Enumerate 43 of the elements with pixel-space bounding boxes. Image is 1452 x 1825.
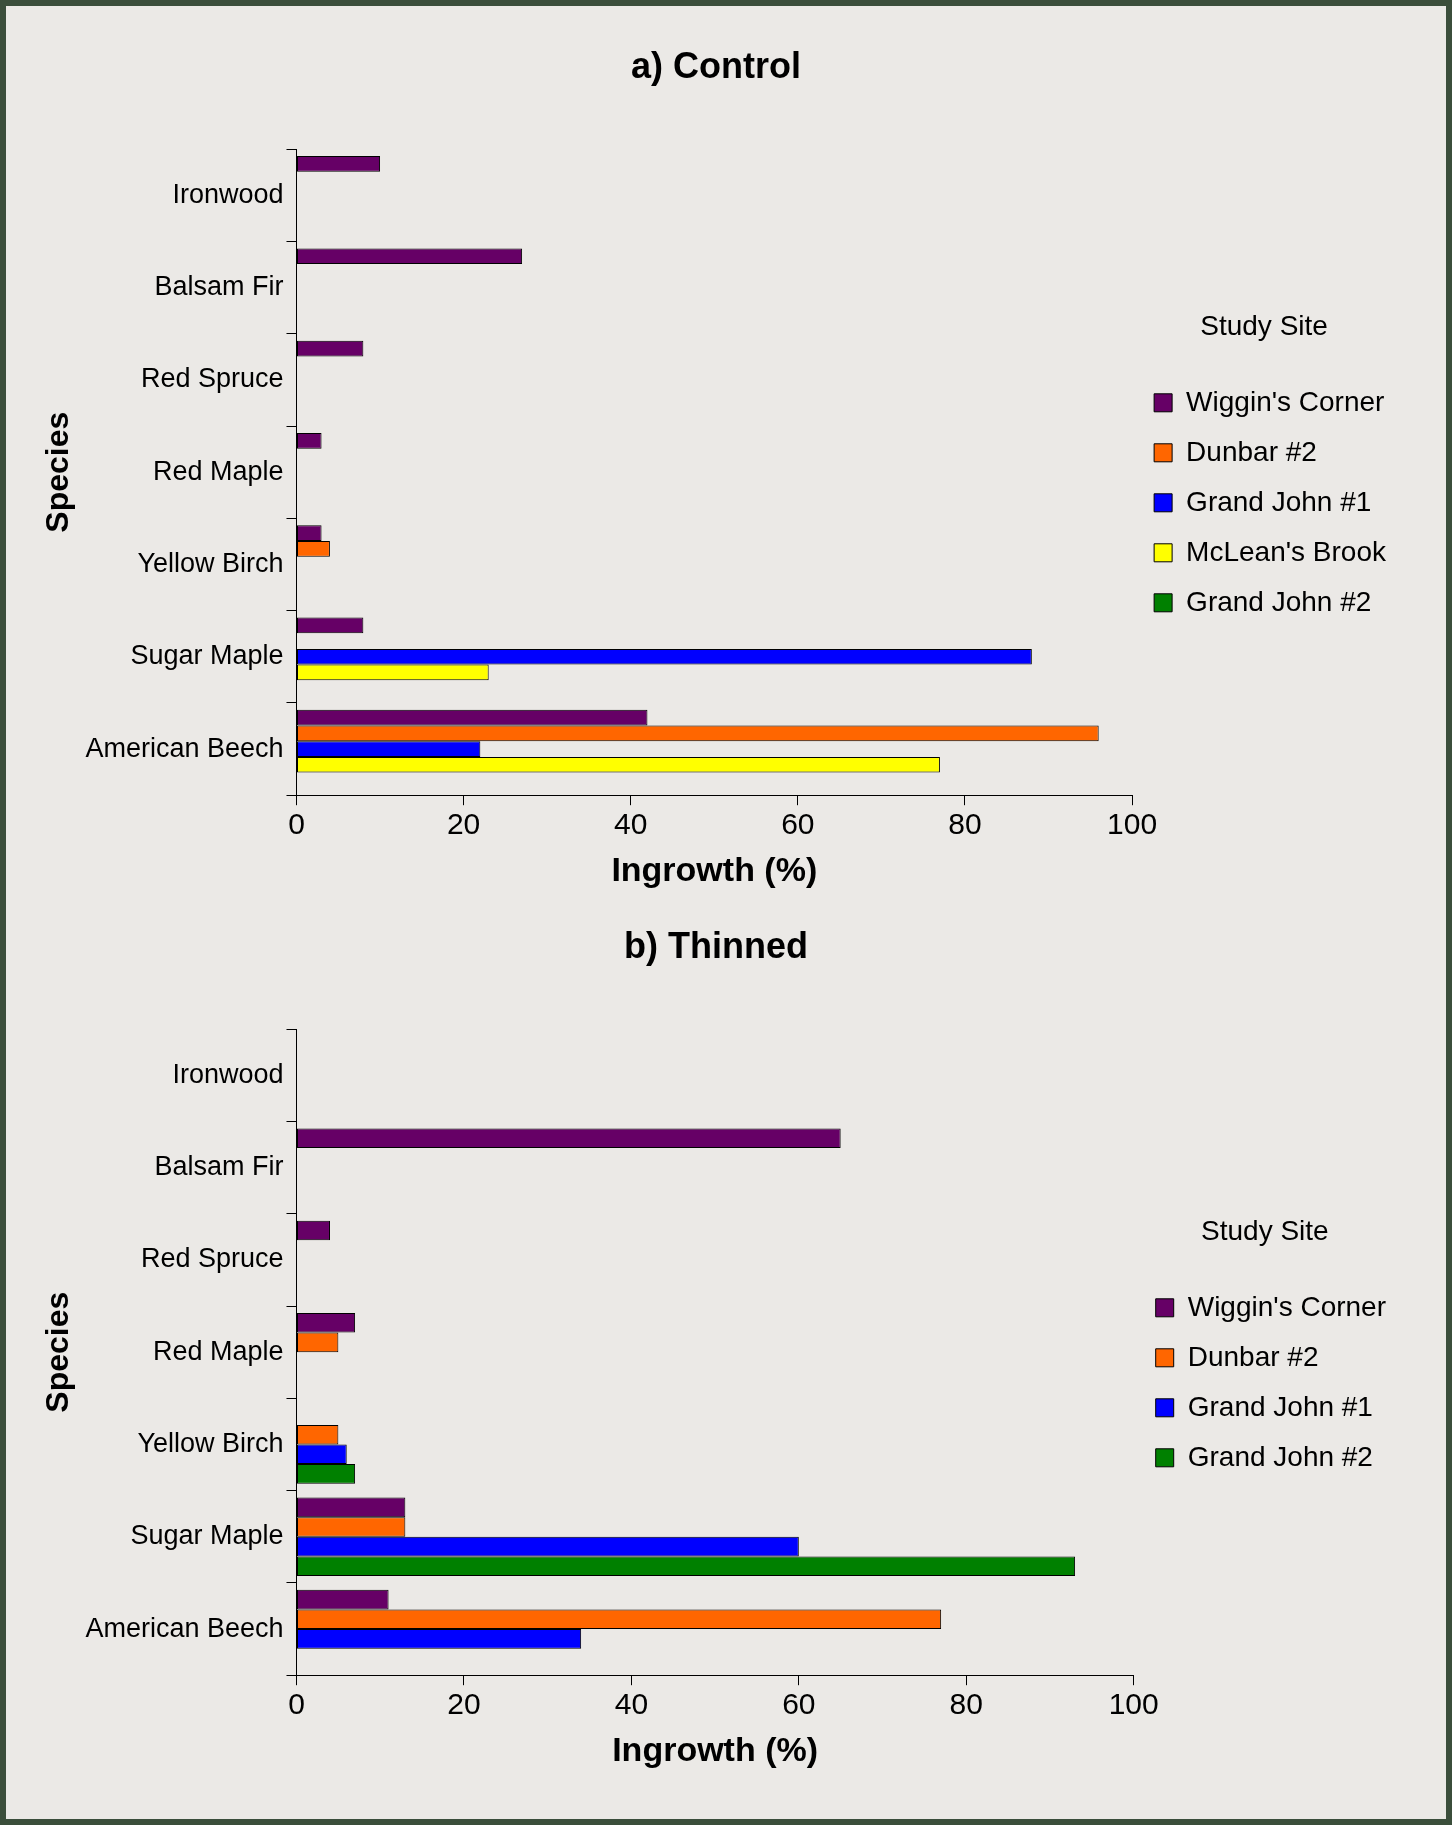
legend-label: McLean's Brook <box>1186 535 1387 567</box>
y-tick-label: American Beech <box>85 1612 284 1643</box>
y-tick-label: Ironwood <box>172 178 284 209</box>
y-axis-title: Species <box>39 1291 76 1413</box>
x-tick-label: 80 <box>948 807 982 841</box>
legend-title: Study Site <box>1201 1214 1329 1246</box>
x-tick-label: 100 <box>1108 1687 1159 1721</box>
legend-label: Grand John #1 <box>1187 1390 1373 1422</box>
legend-title: Study Site <box>1200 309 1328 341</box>
y-tick-label: Red Maple <box>152 1335 284 1366</box>
y-tick-label: Red Maple <box>152 455 284 486</box>
y-tick-label: Ironwood <box>172 1058 284 1089</box>
y-tick-label: Balsam Fir <box>154 271 284 302</box>
y-axis-title: Species <box>39 411 76 533</box>
y-tick-label: Balsam Fir <box>154 1151 284 1182</box>
y-tick-label: American Beech <box>85 732 284 763</box>
x-tick-label: 0 <box>288 1687 305 1721</box>
x-axis-title: Ingrowth (%) <box>611 849 818 888</box>
legend-label: Dunbar #2 <box>1186 435 1317 467</box>
x-tick-label: 80 <box>949 1687 983 1721</box>
legend-label: Wiggin's Corner <box>1187 1290 1386 1322</box>
y-tick-label: Red Spruce <box>140 363 284 394</box>
y-tick-label: Red Spruce <box>140 1243 284 1274</box>
x-tick-label: 100 <box>1107 807 1158 841</box>
x-tick-label: 60 <box>782 1687 816 1721</box>
legend-label: Grand John #2 <box>1187 1440 1373 1472</box>
chart-title: a) Control <box>631 44 801 86</box>
y-tick-label: Yellow Birch <box>137 547 284 578</box>
chart-title: b) Thinned <box>624 924 808 966</box>
y-tick-label: Sugar Maple <box>130 1520 284 1551</box>
x-tick-label: 0 <box>288 807 305 841</box>
x-tick-label: 60 <box>781 807 815 841</box>
legend-label: Dunbar #2 <box>1187 1340 1319 1372</box>
legend-label: Wiggin's Corner <box>1186 385 1385 417</box>
x-tick-label: 40 <box>614 807 648 841</box>
x-tick-label: 20 <box>447 1687 481 1721</box>
y-tick-label: Yellow Birch <box>137 1427 284 1458</box>
x-tick-label: 40 <box>614 1687 649 1721</box>
legend-label: Grand John #2 <box>1186 585 1372 617</box>
legend-label: Grand John #1 <box>1186 485 1372 517</box>
y-tick-label: Sugar Maple <box>130 640 284 671</box>
x-tick-label: 20 <box>446 807 481 841</box>
x-axis-title: Ingrowth (%) <box>612 1729 819 1768</box>
